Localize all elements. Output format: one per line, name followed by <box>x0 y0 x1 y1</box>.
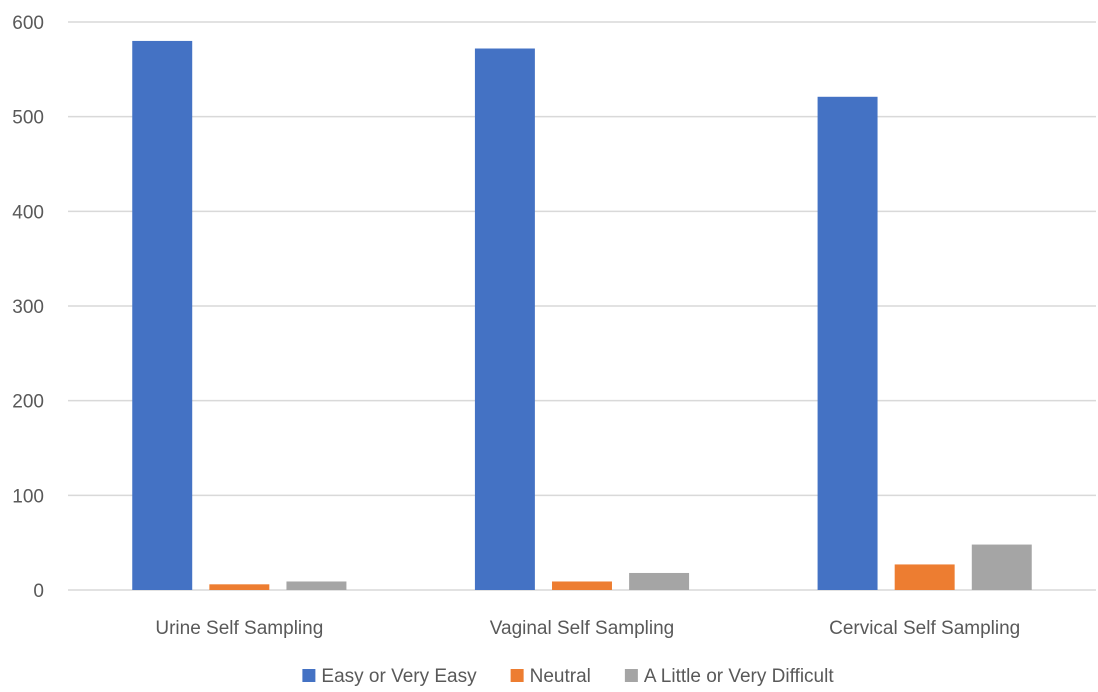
bar-easy-or-very-easy-2 <box>817 96 878 590</box>
y-tick-label: 500 <box>12 108 44 129</box>
y-tick-label: 200 <box>12 392 44 413</box>
x-axis-category-labels: Urine Self Sampling Vaginal Self Sampling… <box>155 618 1020 639</box>
legend-label: A Little or Very Difficult <box>644 666 834 687</box>
y-tick-label: 0 <box>33 581 44 602</box>
legend-item: A Little or Very Difficult <box>624 666 834 687</box>
bar-neutral-2 <box>894 564 955 590</box>
bar-a-little-or-very-difficult-2 <box>971 544 1032 590</box>
category-label: Cervical Self Sampling <box>829 618 1020 639</box>
legend-item: Neutral <box>510 666 591 687</box>
bar-a-little-or-very-difficult-0 <box>286 581 347 590</box>
y-tick-label: 300 <box>12 297 44 318</box>
legend-swatch <box>510 669 524 682</box>
y-tick-label: 600 <box>12 13 44 34</box>
bar-a-little-or-very-difficult-1 <box>629 572 690 590</box>
y-tick-label: 400 <box>12 202 44 223</box>
legend-label: Easy or Very Easy <box>321 666 477 687</box>
category-label: Vaginal Self Sampling <box>490 618 674 639</box>
legend-swatch <box>302 669 316 682</box>
bars <box>132 40 1032 591</box>
y-tick-label: 100 <box>12 486 44 507</box>
legend-label: Neutral <box>530 666 591 687</box>
category-label: Urine Self Sampling <box>155 618 323 639</box>
bar-neutral-1 <box>552 581 612 590</box>
bar-easy-or-very-easy-0 <box>132 40 193 590</box>
legend-item: Easy or Very Easy <box>302 666 477 687</box>
y-axis-tick-labels: 0 100 200 300 400 500 600 <box>12 13 44 602</box>
bar-easy-or-very-easy-1 <box>474 48 535 591</box>
bar-neutral-0 <box>209 584 270 590</box>
legend: Easy or Very Easy Neutral A Little or Very… <box>302 666 834 687</box>
legend-swatch <box>624 669 638 682</box>
gridlines <box>68 21 1096 591</box>
